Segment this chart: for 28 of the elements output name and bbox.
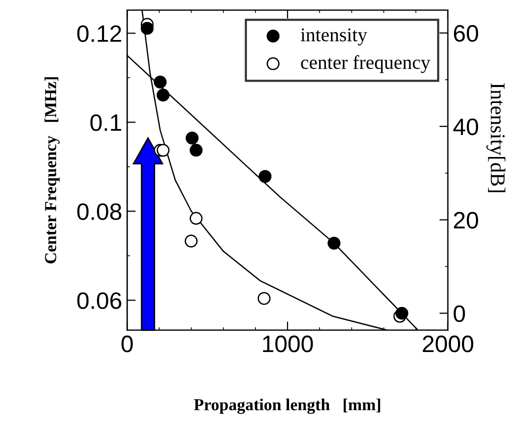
y2-tick-label: 0 — [454, 305, 465, 322]
y2-tick-label: 20 — [454, 212, 478, 229]
point — [140, 22, 154, 35]
point — [190, 144, 203, 157]
x-tick-label: 1000 — [263, 336, 313, 352]
legend-label: center frequency — [301, 55, 430, 74]
point — [328, 236, 340, 250]
x-tick-label: 2000 — [422, 336, 474, 352]
x-axis-title: Propagation length [mm] — [194, 398, 380, 414]
y-tick-label: 0.12 — [77, 25, 122, 42]
point — [156, 144, 170, 157]
point — [258, 170, 272, 183]
y-axis-title: Center Frequency [MHz] — [44, 77, 60, 264]
y2-axis-title: Intensity[dB] — [486, 83, 506, 192]
point — [395, 306, 408, 320]
y2-tick-label: 40 — [453, 118, 478, 136]
point — [184, 234, 198, 248]
point — [190, 212, 203, 225]
point — [156, 88, 170, 102]
point — [154, 76, 167, 88]
legend-label: intensity — [300, 28, 368, 46]
point — [186, 132, 199, 145]
y-tick-label: 0.08 — [77, 203, 122, 220]
y-tick-label: 0.06 — [77, 292, 122, 310]
point — [258, 292, 271, 305]
y-tick-label: 0.1 — [90, 114, 122, 132]
y2-tick-label: 60 — [454, 25, 478, 42]
x-tick-label: 0 — [122, 336, 133, 352]
